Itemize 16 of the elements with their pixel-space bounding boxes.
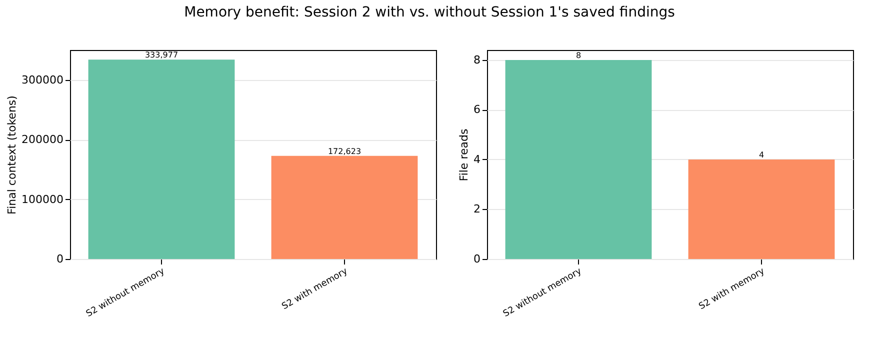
y-axis-title: File reads: [458, 128, 470, 182]
y-tick-label: 6: [474, 103, 480, 116]
chart-title: Memory benefit: Session 2 with vs. without Session 1's saved findings: [184, 4, 675, 20]
y-tick-label: 8: [474, 53, 480, 66]
data-label: 4: [758, 150, 764, 160]
y-tick-label: 4: [474, 152, 480, 166]
data-label: 333,977: [144, 50, 178, 60]
y-tick-label: 2: [474, 202, 480, 216]
data-label: 172,623: [328, 146, 362, 156]
y-axis-title: Final context (tokens): [6, 96, 19, 214]
y-tick-label: 200000: [22, 133, 64, 146]
data-label: 8: [576, 50, 582, 60]
y-tick-label: 100000: [22, 192, 64, 206]
y-tick-label: 300000: [22, 73, 64, 86]
y-tick-label: 0: [474, 252, 480, 266]
y-tick-label: 0: [56, 252, 64, 266]
